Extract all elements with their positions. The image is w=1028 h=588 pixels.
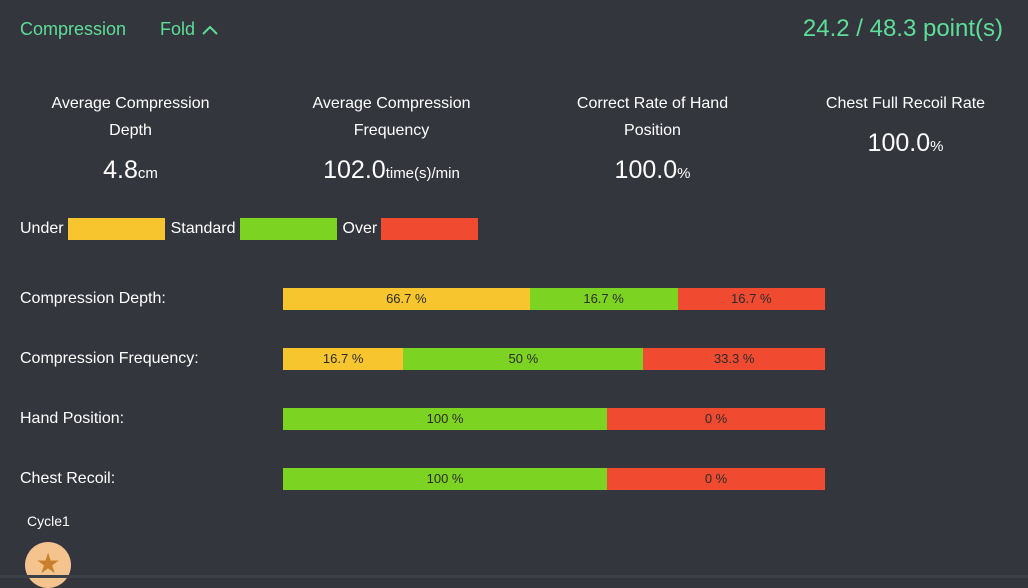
cycle-label: Cycle1 xyxy=(27,513,70,529)
bar-row: Compression Frequency: 16.7 % 50 % 33.3 % xyxy=(0,348,1028,370)
stat-chest-full-recoil-rate: Chest Full Recoil Rate 100.0% xyxy=(783,90,1028,185)
stat-title: Correct Rate of Hand Position xyxy=(576,95,729,139)
stat-value: 100.0% xyxy=(614,156,691,184)
fold-button[interactable]: Fold xyxy=(160,19,219,40)
stat-title: Average Compression Depth xyxy=(51,95,210,139)
bar-row: Hand Position: 100 % 0 % xyxy=(0,408,1028,430)
stat-average-compression-depth: Average Compression Depth 4.8cm xyxy=(0,90,261,185)
bar-segment-over: 16.7 % xyxy=(677,288,825,310)
bar-row: Compression Depth: 66.7 % 16.7 % 16.7 % xyxy=(0,288,1028,310)
stat-value: 4.8cm xyxy=(103,156,158,184)
fold-button-label: Fold xyxy=(160,19,196,39)
bottom-divider xyxy=(0,575,1028,578)
stat-value: 102.0time(s)/min xyxy=(323,156,460,184)
legend-swatch-standard xyxy=(239,218,337,240)
section-title: Compression xyxy=(20,19,127,39)
legend-swatch-over xyxy=(381,218,479,240)
bar-segment-standard: 16.7 % xyxy=(529,288,678,310)
bar-segment-standard: 100 % xyxy=(283,468,608,490)
bar-segment-standard: 100 % xyxy=(283,408,608,430)
bar-row-label: Hand Position: xyxy=(20,410,125,427)
stacked-bar: 100 % 0 % xyxy=(283,408,825,430)
legend-swatch-under xyxy=(67,218,165,240)
bar-segment-standard: 50 % xyxy=(403,348,644,370)
stacked-bar: 16.7 % 50 % 33.3 % xyxy=(283,348,825,370)
stacked-bar: 100 % 0 % xyxy=(283,468,825,490)
stats-row: Average Compression Depth 4.8cm Average … xyxy=(0,90,1028,185)
star-icon: ★ xyxy=(35,548,61,579)
bar-segment-under: 16.7 % xyxy=(283,348,404,370)
legend: Under Standard Over xyxy=(20,218,484,240)
chevron-up-icon xyxy=(202,25,218,35)
stat-average-compression-frequency: Average Compression Frequency 102.0time(… xyxy=(261,90,522,185)
bar-segment-over: 33.3 % xyxy=(643,348,825,370)
stat-correct-rate-hand-position: Correct Rate of Hand Position 100.0% xyxy=(522,90,783,185)
bar-segment-over: 0 % xyxy=(607,408,825,430)
legend-label-standard: Standard xyxy=(170,220,236,237)
stat-title: Chest Full Recoil Rate xyxy=(825,95,986,112)
bar-segment-over: 0 % xyxy=(607,468,825,490)
bar-row-label: Chest Recoil: xyxy=(20,470,116,487)
legend-label-under: Under xyxy=(20,220,64,237)
bar-row: Chest Recoil: 100 % 0 % xyxy=(0,468,1028,490)
cycle-star-button[interactable]: ★ xyxy=(25,542,71,588)
score-text: 24.2 / 48.3 point(s) xyxy=(802,15,1003,42)
bar-row-label: Compression Depth: xyxy=(20,290,166,307)
legend-label-over: Over xyxy=(342,220,378,237)
stat-title: Average Compression Frequency xyxy=(312,95,471,139)
stacked-bar-chart: Compression Depth: 66.7 % 16.7 % 16.7 % Comp… xyxy=(0,288,1028,528)
bar-segment-under: 66.7 % xyxy=(283,288,530,310)
stacked-bar: 66.7 % 16.7 % 16.7 % xyxy=(283,288,825,310)
bar-row-label: Compression Frequency: xyxy=(20,350,199,367)
stat-value: 100.0% xyxy=(867,129,944,157)
